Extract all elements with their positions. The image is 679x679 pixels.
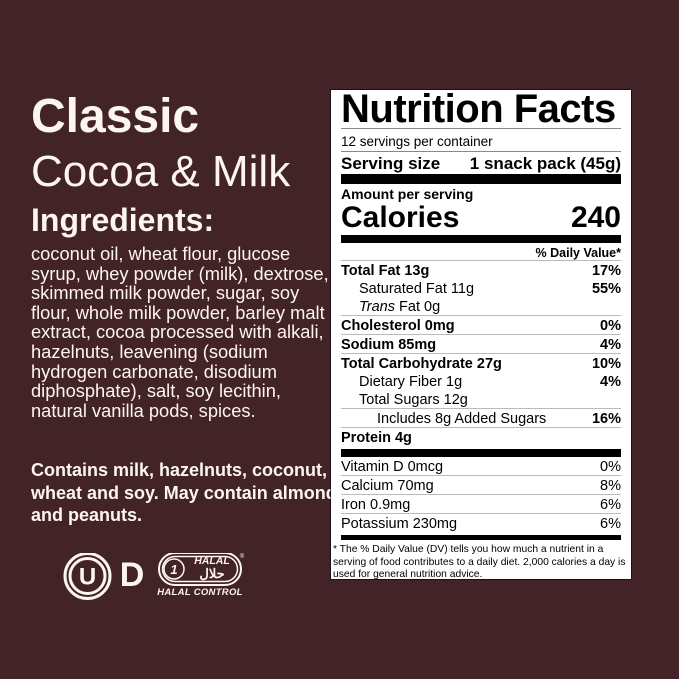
svg-text:®: ®	[240, 553, 245, 560]
svg-text:1: 1	[170, 562, 177, 577]
svg-text:D: D	[120, 556, 145, 594]
svg-text:U: U	[79, 564, 96, 591]
svg-text:حلال: حلال	[199, 566, 224, 581]
svg-text:HALAL CONTROL: HALAL CONTROL	[157, 587, 243, 598]
